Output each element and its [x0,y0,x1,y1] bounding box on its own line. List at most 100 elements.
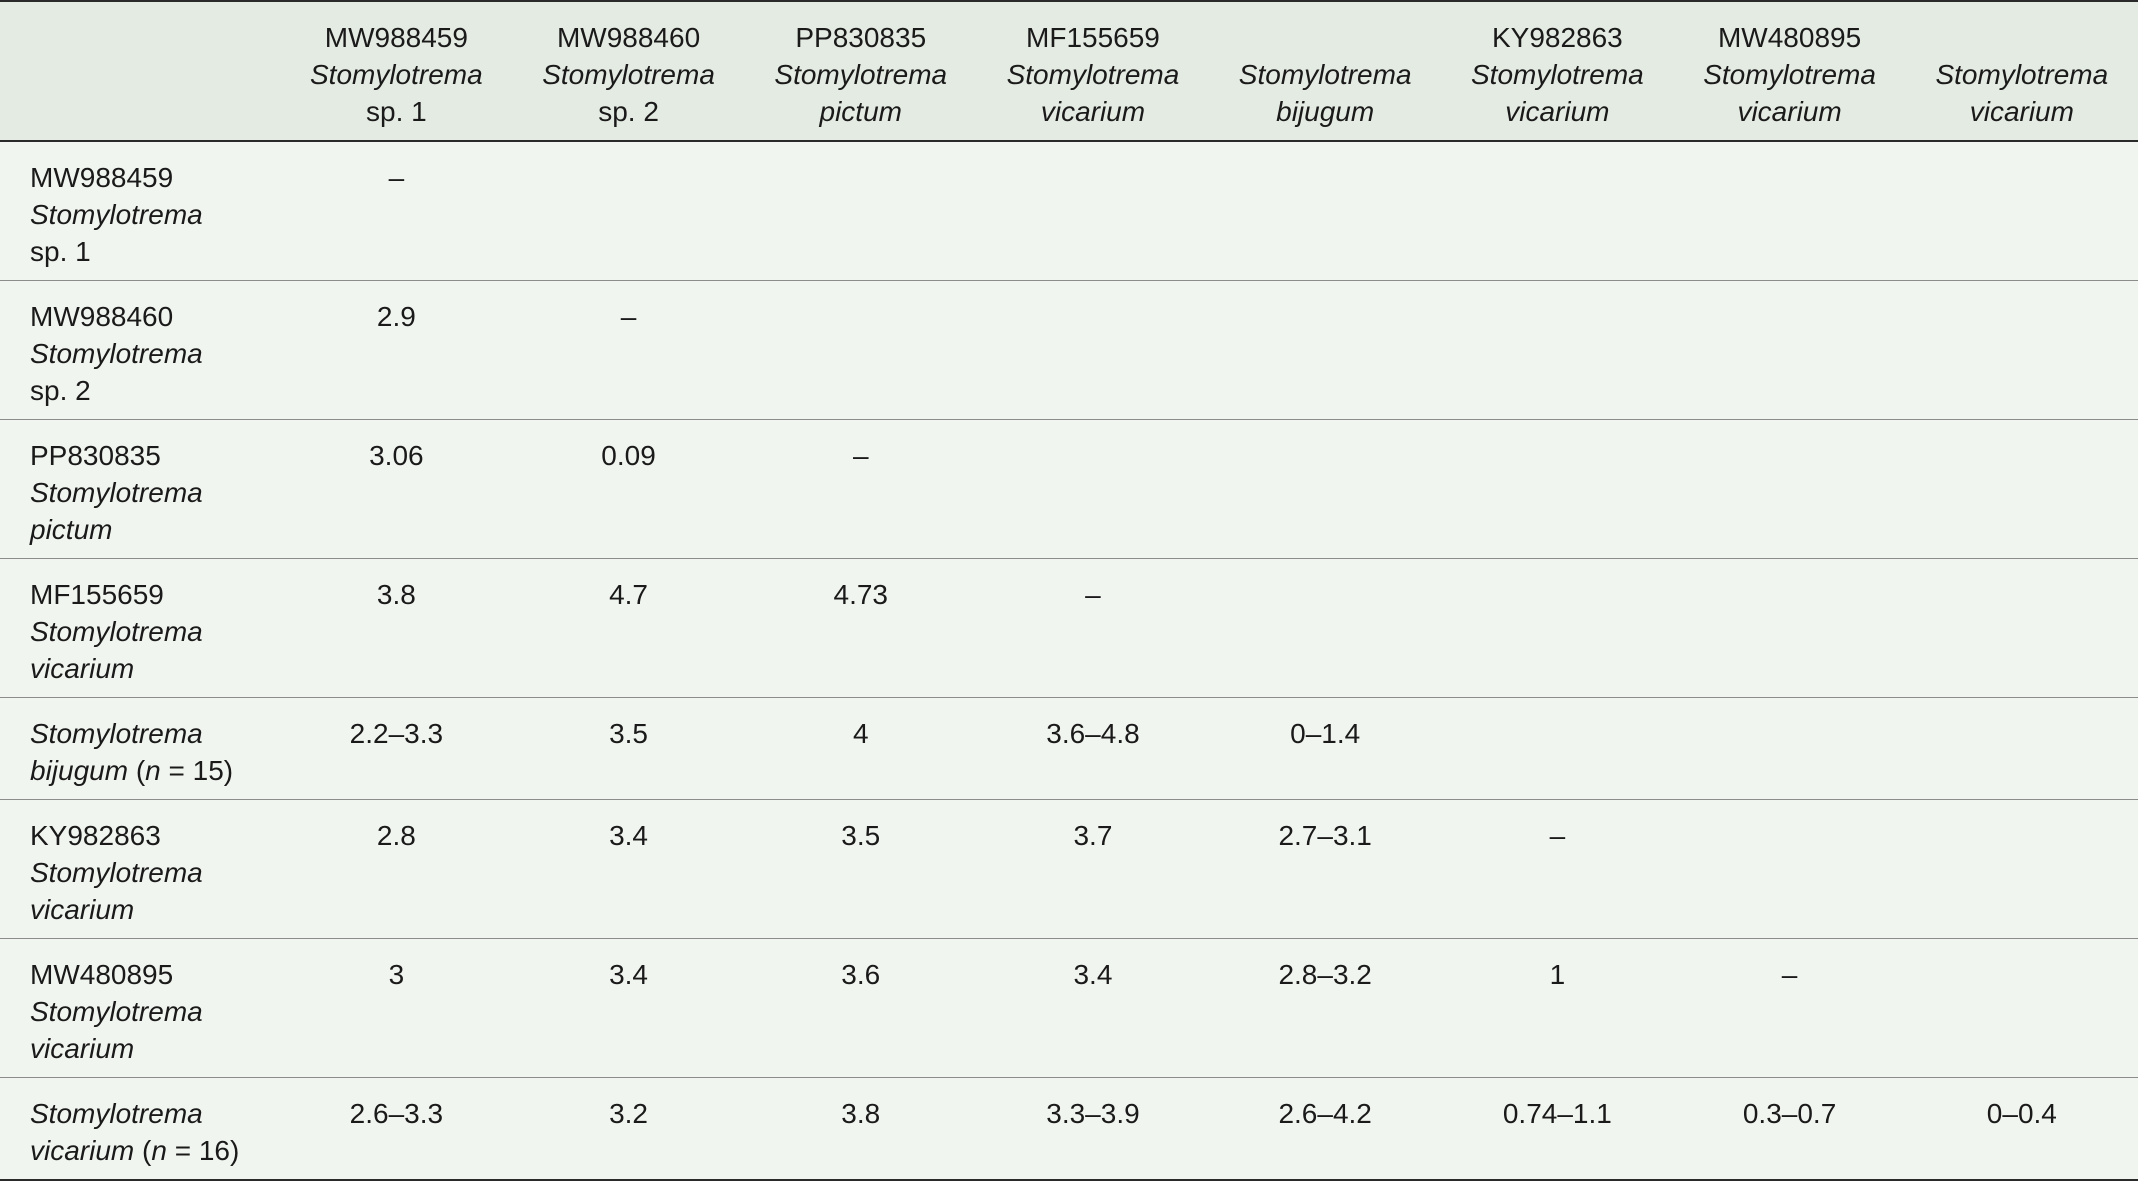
row-genus: Stomylotrema [30,857,203,888]
row-accession: KY982863 [30,820,161,851]
row-species-group: vicarium (n = 16) [30,1132,276,1169]
column-accession: MW988459 [324,22,468,53]
table-cell [1673,280,1906,420]
table-cell: 0.3–0.7 [1673,1077,1906,1181]
column-species: pictum [819,96,902,127]
column-accession: KY982863 [1491,22,1623,53]
table-row: Stomylotrema bijugum (n = 15) 2.2–3.3 3.… [0,697,2138,800]
table-row: MW988459 Stomylotrema sp. 1 – [0,141,2138,281]
column-species: vicarium [1505,96,1610,127]
table-cell [1441,419,1674,559]
table-cell [1441,558,1674,698]
table-cell: 0–1.4 [1209,697,1442,800]
table-cell [1673,141,1906,281]
table-cell: 3.4 [512,799,745,939]
table-cell [744,280,977,420]
table-cell [1209,141,1442,281]
table-cell: 3.4 [512,938,745,1078]
table-cell [1905,141,2138,281]
table-cell: 3.8 [280,558,513,698]
table-row: MW988460 Stomylotrema sp. 2 2.9 – [0,280,2138,420]
column-genus: Stomylotrema [309,59,483,90]
table-row: MF155659 Stomylotrema vicarium 3.8 4.7 4… [0,558,2138,698]
table-cell: – [1673,938,1906,1078]
column-species: vicarium [1969,96,2074,127]
row-header: PP830835 Stomylotrema pictum [0,419,281,559]
row-accession: MF155659 [30,579,164,610]
column-accession: PP830835 [795,22,927,53]
table-cell [1209,419,1442,559]
column-species: bijugum [1276,96,1375,127]
row-species: vicarium [30,1135,135,1166]
table-cell [976,280,1210,420]
row-species: bijugum [30,755,129,786]
column-genus: Stomylotrema [1238,59,1412,90]
column-header-1: MW988459 Stomylotrema sp. 1 [280,0,513,142]
table-cell [1441,280,1674,420]
row-header: MW988460 Stomylotrema sp. 2 [0,280,281,420]
row-header: MW988459 Stomylotrema sp. 1 [0,141,281,281]
table-cell [512,141,745,281]
table-cell: 4 [744,697,977,800]
table-cell: – [512,280,745,420]
table-cell: – [1441,799,1674,939]
table-cell: 3.6–4.8 [976,697,1210,800]
table-cell: 2.7–3.1 [1209,799,1442,939]
table-cell: 3.3–3.9 [976,1077,1210,1181]
table-cell: 3.7 [976,799,1210,939]
row-species: vicarium [30,894,135,925]
table-cell: – [744,419,977,559]
table-cell: – [280,141,513,281]
table-cell: 2.6–3.3 [280,1077,513,1181]
table-cell: 3.4 [976,938,1210,1078]
table-cell: 3.2 [512,1077,745,1181]
column-genus: Stomylotrema [774,59,948,90]
table-cell [744,141,977,281]
table-cell: 2.9 [280,280,513,420]
row-paren: ( [128,755,146,786]
row-header: MW480895 Stomylotrema vicarium [0,938,281,1078]
row-accession: PP830835 [30,440,161,471]
table-row: MW480895 Stomylotrema vicarium 3 3.4 3.6… [0,938,2138,1078]
row-genus: Stomylotrema [30,616,203,647]
table-cell: 2.2–3.3 [280,697,513,800]
table-cell: 2.6–4.2 [1209,1077,1442,1181]
table-cell [1673,799,1906,939]
table-cell [976,141,1210,281]
row-accession: MW988459 [30,162,174,193]
row-genus: Stomylotrema [30,477,203,508]
column-accession: MW480895 [1717,22,1862,53]
row-accession: MW988460 [30,301,174,332]
column-accession: MF155659 [1026,22,1160,53]
row-genus: Stomylotrema [30,338,203,369]
table-cell [1905,799,2138,939]
column-accession: MW988460 [556,22,701,53]
table-cell: 3 [280,938,513,1078]
column-genus: Stomylotrema [1006,59,1180,90]
table-cell [1209,280,1442,420]
table-cell: 3.06 [280,419,513,559]
table-cell [1905,280,2138,420]
column-species: sp. 2 [598,96,659,127]
header-corner-cell [0,0,281,142]
table-cell [1905,558,2138,698]
table-cell [1673,419,1906,559]
column-header-3: PP830835 Stomylotrema pictum [744,0,977,142]
column-genus: Stomylotrema [542,59,715,90]
table-cell: 2.8–3.2 [1209,938,1442,1078]
row-genus: Stomylotrema [30,1098,203,1129]
column-header-4: MF155659 Stomylotrema vicarium [976,0,1210,142]
table-cell: 0.09 [512,419,745,559]
row-species-group: bijugum (n = 15) [30,752,276,789]
row-n-count: = 15) [160,755,234,786]
table-cell [1673,558,1906,698]
column-header-6: KY982863 Stomylotrema vicarium [1441,0,1674,142]
column-genus: Stomylotrema [1471,59,1644,90]
row-header: Stomylotrema vicarium (n = 16) [0,1077,281,1181]
row-species: sp. 1 [30,236,91,267]
table-cell [1441,141,1674,281]
column-header-2: MW988460 Stomylotrema sp. 2 [512,0,745,142]
table-cell [1441,697,1674,800]
